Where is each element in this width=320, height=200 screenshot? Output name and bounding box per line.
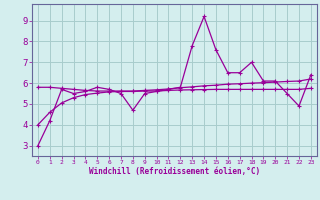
X-axis label: Windchill (Refroidissement éolien,°C): Windchill (Refroidissement éolien,°C) [89, 167, 260, 176]
